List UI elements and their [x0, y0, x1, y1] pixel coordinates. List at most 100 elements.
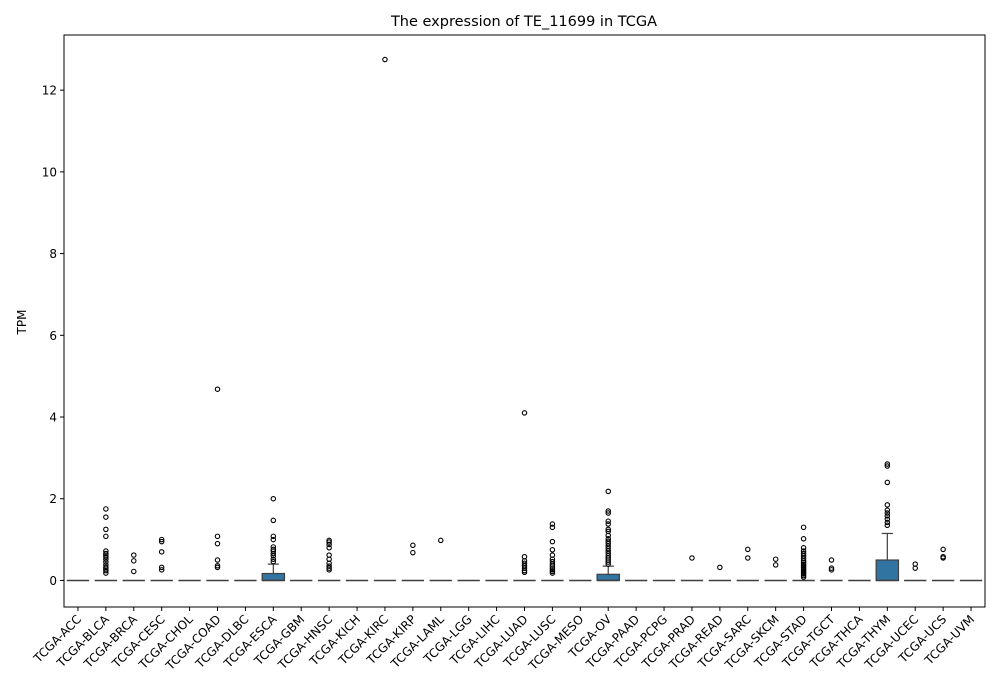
outlier-point: [605, 510, 611, 516]
outlier-point: [103, 567, 109, 574]
outlier-point: [103, 570, 109, 576]
outlier-point: [884, 510, 891, 516]
x-axis: TCGA-ACCTCGA-BLCATCGA-BRCATCGA-CESCTCGA-…: [30, 607, 977, 673]
box-tcga-kirp: [401, 542, 425, 582]
outlier-point: [549, 563, 556, 569]
outlier-point: [326, 545, 332, 551]
outlier-point: [940, 546, 946, 553]
outlier-point: [214, 557, 221, 563]
outlier-point: [270, 550, 277, 557]
outlier-point: [131, 552, 137, 558]
box-tcga-sarc: [736, 546, 759, 582]
outlier-point: [438, 537, 444, 544]
outlier-point: [103, 514, 109, 520]
outlier-point: [884, 502, 891, 508]
outlier-point: [158, 567, 165, 573]
outlier-point: [828, 557, 835, 563]
box-tcga-prad: [680, 555, 704, 582]
box-tcga-lusc: [541, 521, 564, 582]
box-tcga-stad: [792, 524, 815, 582]
outlier-point: [884, 519, 891, 526]
outlier-point: [131, 568, 137, 575]
outlier-point: [549, 538, 556, 545]
y-tick-label: 8: [49, 247, 57, 261]
y-tick-label: 2: [49, 492, 57, 506]
plot-frame: [63, 34, 986, 608]
outlier-point: [270, 533, 277, 540]
box-iqr: [875, 559, 900, 582]
outlier-point: [270, 553, 277, 559]
outlier-point: [605, 561, 611, 567]
outlier-point: [103, 559, 109, 565]
y-tick-label: 0: [49, 574, 57, 588]
y-tick-label: 6: [49, 329, 57, 343]
box-tcga-laml: [429, 537, 452, 582]
outlier-point: [605, 526, 611, 533]
outlier-point: [326, 541, 332, 548]
outlier-point: [772, 556, 779, 562]
outlier-point: [270, 558, 277, 565]
outlier-point: [326, 539, 332, 545]
outlier-point: [103, 556, 109, 562]
outlier-point: [214, 533, 221, 540]
outlier-point: [800, 536, 807, 542]
outlier-point: [549, 524, 556, 531]
outlier-point: [549, 570, 556, 576]
outlier-point: [326, 563, 332, 569]
outlier-point: [884, 516, 891, 522]
box-tcga-thym: [875, 461, 900, 582]
outlier-point: [103, 553, 109, 560]
outlier-point: [800, 574, 807, 580]
outlier-point: [214, 540, 221, 547]
outlier-point: [884, 522, 891, 529]
outlier-point: [214, 564, 221, 571]
box-tcga-hnsc: [317, 537, 341, 582]
outlier-point: [745, 555, 751, 561]
box-tcga-brca: [122, 552, 145, 582]
outlier-point: [800, 524, 807, 531]
y-tick-label: 12: [42, 84, 57, 98]
box-tcga-kirc: [373, 56, 397, 582]
box-tcga-coad: [206, 386, 229, 582]
outlier-point: [270, 556, 277, 562]
outlier-point: [103, 533, 109, 540]
outlier-point: [326, 567, 332, 573]
outlier-point: [828, 567, 835, 573]
outlier-point: [772, 562, 779, 568]
y-axis: 0 2 4 6 8 10 12: [42, 84, 64, 588]
outlier-point: [103, 526, 109, 533]
outlier-point: [131, 558, 137, 564]
box-tcga-luad: [513, 410, 536, 582]
outlier-point: [158, 564, 165, 571]
box-tcga-ucs: [931, 546, 955, 582]
outlier-point: [270, 517, 277, 524]
box-tcga-cesc: [150, 536, 173, 582]
outlier-point: [884, 463, 891, 469]
y-tick-label: 10: [42, 165, 57, 179]
outlier-point: [410, 549, 416, 556]
y-tick-label: 4: [49, 411, 57, 425]
outlier-point: [158, 538, 165, 545]
box-tcga-ucec: [904, 561, 927, 582]
outlier-point: [745, 546, 751, 553]
outlier-point: [689, 555, 695, 561]
outlier-point: [605, 532, 611, 539]
outlier-point: [158, 549, 165, 555]
box-iqr: [261, 572, 286, 582]
outlier-point: [521, 410, 528, 416]
outlier-point: [884, 479, 891, 486]
outlier-point: [800, 545, 807, 551]
box-tcga-ov: [596, 488, 620, 582]
outlier-point: [270, 536, 277, 543]
outlier-point: [605, 559, 611, 565]
outlier-point: [549, 547, 556, 553]
outlier-point: [158, 536, 165, 543]
outlier-point: [549, 521, 556, 527]
plot-area: [66, 56, 983, 582]
outlier-point: [103, 506, 109, 512]
outlier-point: [912, 565, 918, 571]
box-tcga-blca: [94, 506, 118, 582]
outlier-point: [940, 555, 946, 561]
outlier-point: [884, 513, 891, 519]
y-axis-label: TPM: [15, 310, 29, 336]
